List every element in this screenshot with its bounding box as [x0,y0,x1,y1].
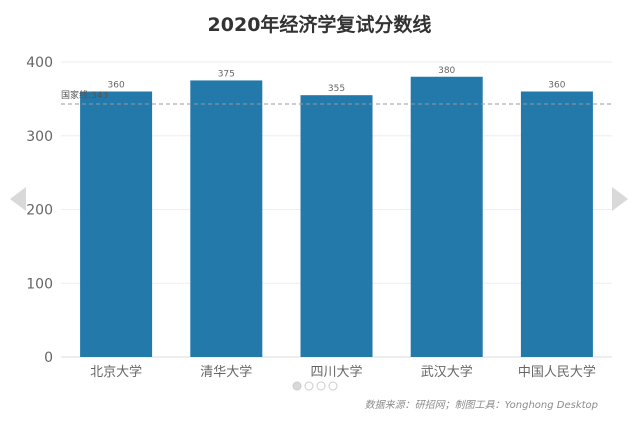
bar-value-label: 375 [218,69,235,79]
bar[interactable] [190,80,263,357]
reference-line-group: 国家线:343 [61,89,612,105]
y-tick-label: 300 [26,129,53,145]
y-axis-ticks: 0 100 200 300 400 [26,55,53,366]
reference-line-label: 国家线:343 [61,89,108,101]
bar[interactable] [300,95,373,357]
y-tick-label: 100 [26,276,53,292]
page-dot[interactable] [304,381,314,391]
page-dot[interactable] [328,381,338,391]
bar[interactable] [80,91,153,358]
bar-value-label: 360 [548,81,565,91]
y-tick-label: 200 [26,203,53,219]
page-dot[interactable] [316,381,326,391]
chart-title: 2020年经济学复试分数线 [207,14,432,36]
page-dot[interactable] [292,381,302,391]
source-note: 数据来源：研招网；制图工具：Yonghong Desktop [364,400,598,411]
x-axis-ticks: 北京大学 清华大学 四川大学 武汉大学 中国人民大学 [90,364,596,380]
bar-value-label: 360 [108,81,125,91]
prev-arrow-icon[interactable] [10,187,26,211]
bars: 360 375 355 380 360 [80,66,593,357]
x-tick-label: 武汉大学 [421,364,473,380]
y-tick-label: 0 [44,350,53,366]
x-tick-label: 中国人民大学 [518,364,596,380]
x-tick-label: 四川大学 [310,364,362,380]
y-tick-label: 400 [26,55,53,71]
page-dots [292,381,338,391]
bar-value-label: 380 [438,66,455,76]
x-tick-label: 清华大学 [200,364,252,380]
x-tick-label: 北京大学 [90,364,142,380]
next-arrow-icon[interactable] [612,187,628,211]
bar[interactable] [410,76,483,357]
bar-value-label: 355 [328,84,345,94]
carousel-navigation [10,187,628,211]
bar[interactable] [520,91,593,358]
